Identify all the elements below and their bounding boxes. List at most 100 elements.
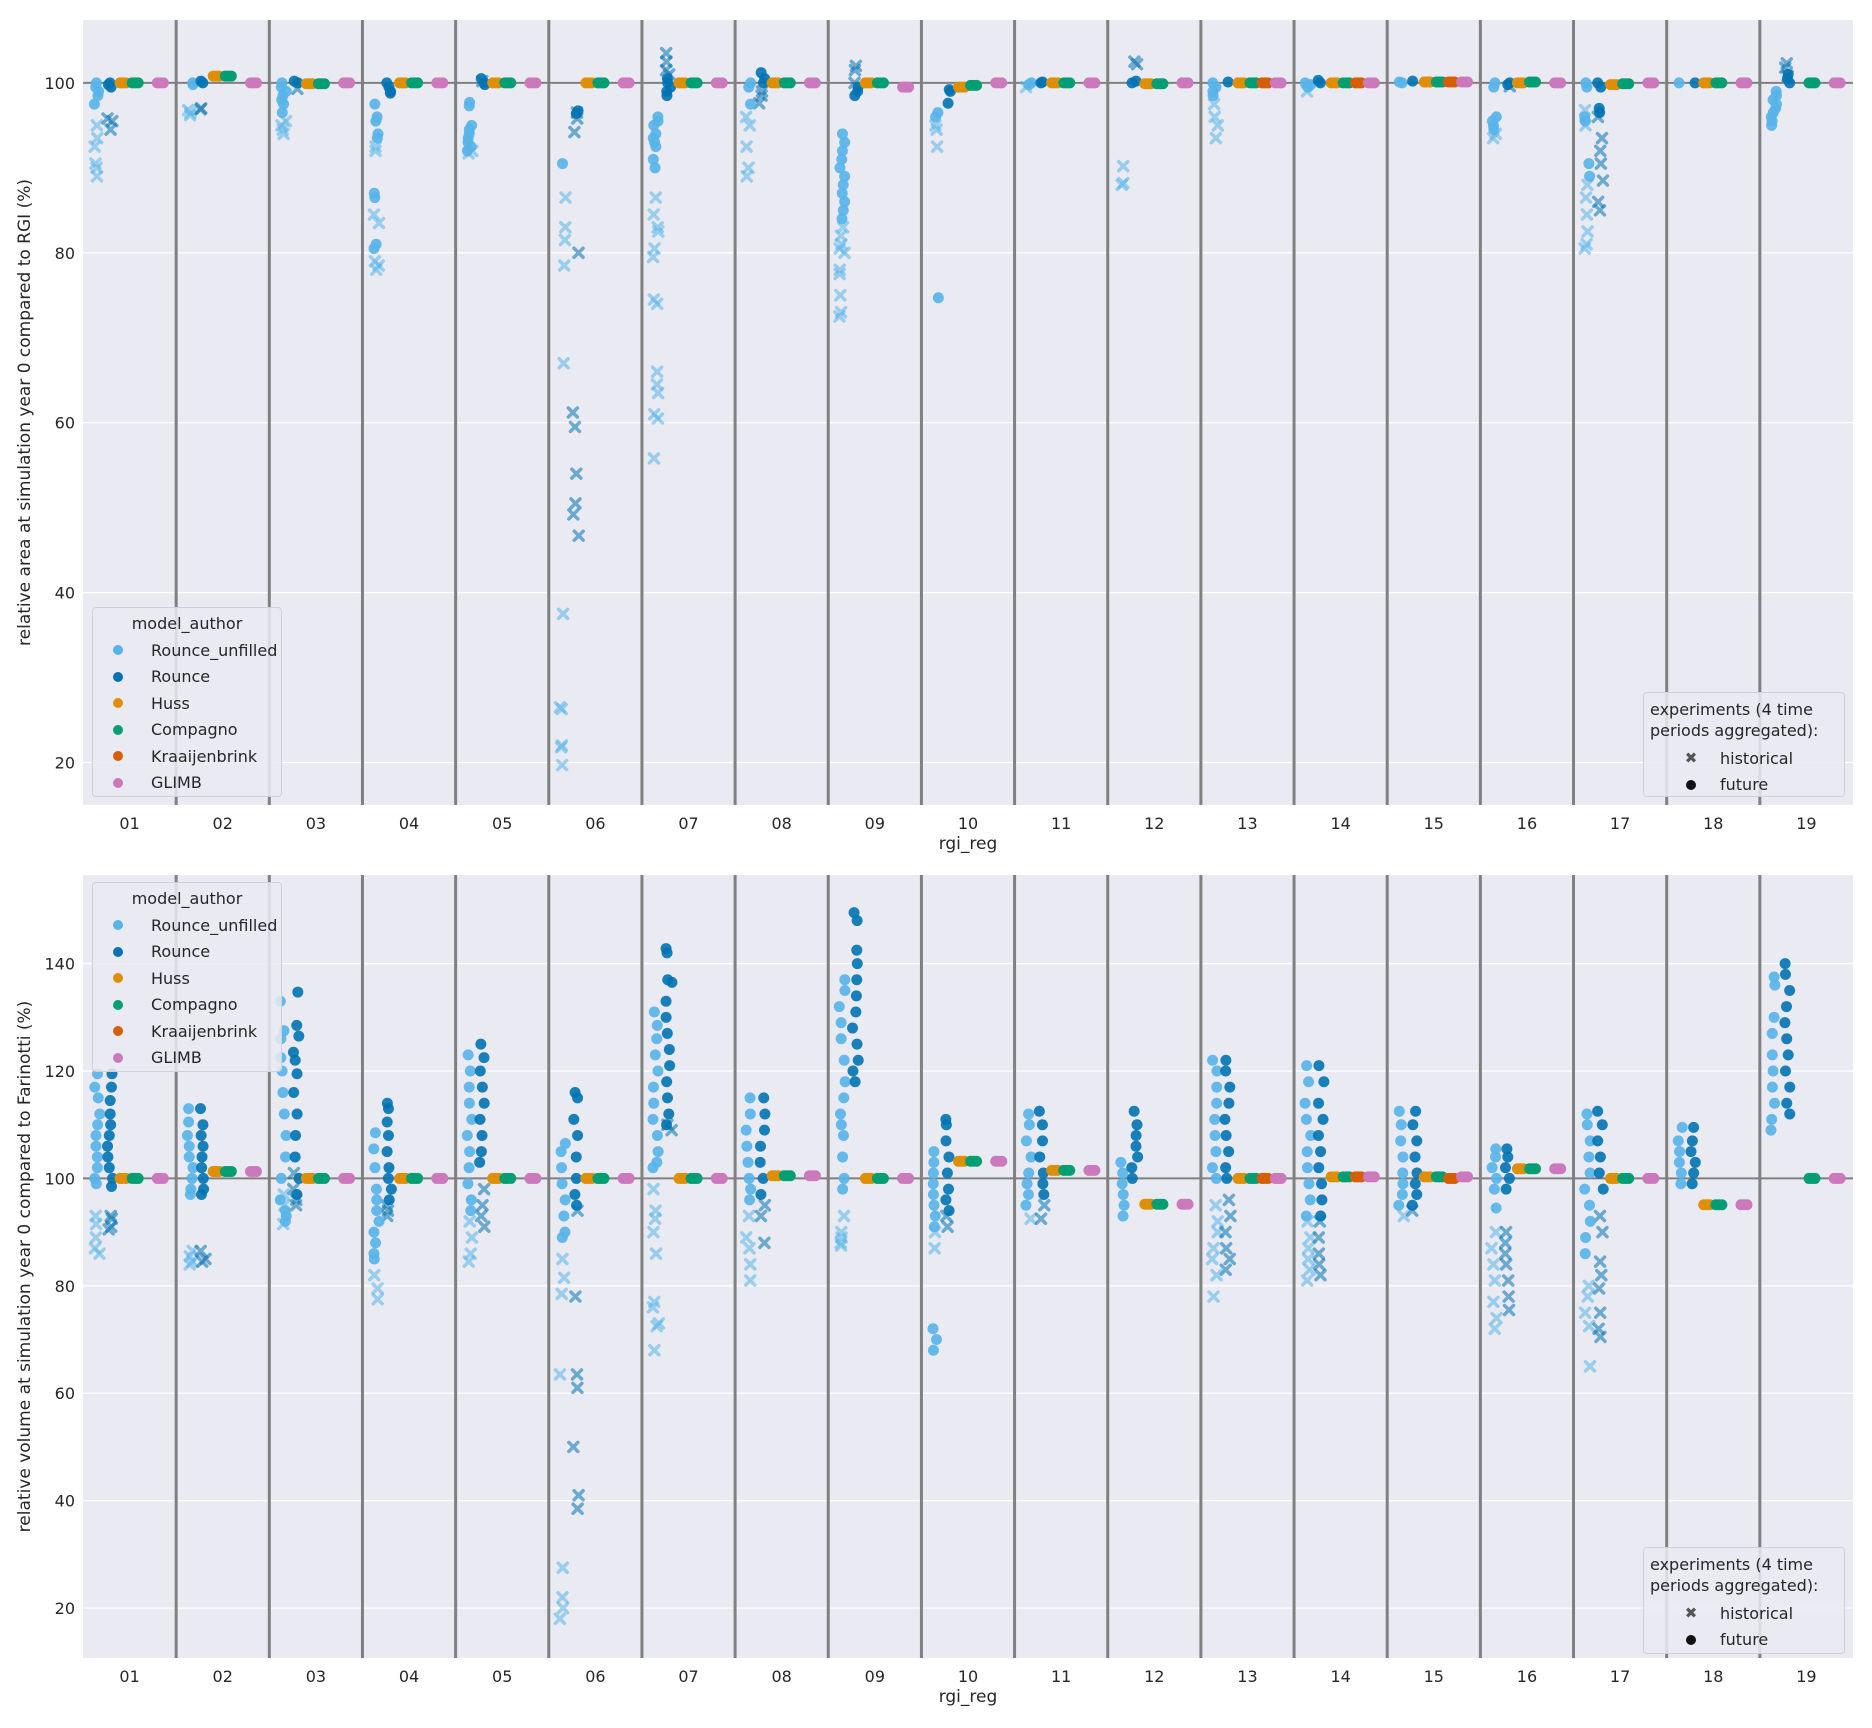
- x-tick-label: 05: [492, 1667, 512, 1686]
- point-rounce-future: [1033, 1105, 1045, 1117]
- x-marker-icon: ✖: [1684, 749, 1698, 768]
- point-rounce-unfilled-historical: [462, 1255, 475, 1268]
- point-rounce-future: [758, 1124, 770, 1136]
- point-rounce-unfilled-historical: [838, 246, 851, 260]
- point-glimb: [157, 1172, 169, 1184]
- legend-entry-glimb: GLIMB: [93, 770, 281, 797]
- point-rounce-unfilled-historical: [89, 1231, 103, 1244]
- point-rounce-unfilled-future: [1117, 1210, 1129, 1222]
- point-rounce-future: [1409, 1151, 1421, 1163]
- legend-label: Compagno: [151, 995, 238, 1015]
- point-rounce-future: [1222, 76, 1234, 88]
- point-rounce-unfilled-historical: [1578, 242, 1591, 255]
- point-rounce-unfilled-future: [463, 1097, 475, 1109]
- point-rounce-historical: [1034, 1212, 1048, 1225]
- point-rounce-unfilled-historical: [833, 310, 846, 323]
- point-rounce-unfilled-future: [1211, 1097, 1223, 1109]
- point-rounce-unfilled-future: [1581, 1108, 1593, 1120]
- point-rounce-unfilled-future: [1025, 1151, 1037, 1163]
- point-rounce-unfilled-future: [1584, 1167, 1596, 1179]
- point-rounce-unfilled-historical: [1301, 1252, 1315, 1266]
- point-rounce-unfilled-future: [1676, 1121, 1688, 1133]
- point-rounce-unfilled-future: [1302, 81, 1314, 93]
- point-rounce-unfilled-future: [1393, 1199, 1405, 1211]
- point-rounce-unfilled-future: [927, 1167, 939, 1179]
- point-rounce-unfilled-historical: [555, 702, 568, 716]
- point-rounce-unfilled-future: [368, 1226, 380, 1238]
- x-tick-label: 11: [1051, 814, 1071, 833]
- point-rounce-unfilled-future: [1581, 1119, 1593, 1131]
- point-rounce-unfilled-future: [369, 1127, 381, 1139]
- point-rounce-unfilled-future: [370, 1237, 382, 1249]
- point-rounce-unfilled-future: [1488, 124, 1500, 136]
- point-rounce-unfilled-future: [1395, 1135, 1407, 1147]
- point-rounce-unfilled-future: [370, 115, 382, 127]
- point-rounce-future: [289, 1054, 301, 1066]
- x-axis-label: rgi_reg: [939, 834, 998, 854]
- point-rounce-unfilled-historical: [740, 170, 753, 183]
- point-rounce-historical: [1499, 1236, 1512, 1250]
- point-rounce-future: [291, 1189, 303, 1201]
- point-comp: [784, 1170, 796, 1182]
- point-rounce-future: [197, 1119, 209, 1131]
- point-rounce-unfilled-historical: [1581, 225, 1594, 238]
- point-rounce-future: [1688, 1121, 1700, 1133]
- marker-icon: [113, 946, 123, 957]
- point-rounce-future: [383, 1162, 395, 1174]
- point-rounce-historical: [1312, 1247, 1326, 1260]
- point-rounce-unfilled-future: [1209, 1129, 1221, 1141]
- point-rounce-unfilled-future: [1581, 81, 1593, 93]
- point-rounce-unfilled-future: [278, 1108, 290, 1120]
- point-rounce-unfilled-future: [556, 1232, 568, 1243]
- point-rounce-future: [1131, 1119, 1143, 1131]
- point-rounce-future: [1502, 79, 1514, 91]
- point-comp: [971, 79, 983, 91]
- point-rounce-future: [1315, 1210, 1327, 1222]
- point-rounce-unfilled-future: [1396, 77, 1408, 89]
- point-rounce-unfilled-historical: [651, 412, 665, 425]
- x-tick-label: 02: [213, 814, 233, 833]
- point-rounce-unfilled-future: [183, 1151, 195, 1163]
- point-rounce-unfilled-future: [927, 1178, 939, 1190]
- point-rounce-future: [1313, 1060, 1325, 1072]
- point-rounce-unfilled-future: [555, 1146, 567, 1158]
- point-rounce-future: [1220, 1162, 1232, 1174]
- point-rounce-historical: [1219, 1225, 1232, 1239]
- point-rounce-unfilled-historical: [928, 1241, 941, 1255]
- point-rounce-unfilled-future: [651, 1129, 663, 1141]
- point-rounce-future: [664, 1060, 676, 1072]
- point-rounce-unfilled-future: [839, 984, 851, 996]
- point-rounce-unfilled-future: [275, 1172, 287, 1184]
- point-rounce-unfilled-future: [1673, 1156, 1685, 1168]
- point-rounce-future: [1132, 1151, 1144, 1163]
- point-rounce-unfilled-future: [930, 111, 942, 123]
- point-rounce-historical: [1312, 1258, 1326, 1271]
- subplot-2: 20 40 60 80 100 120 140 01 02 03 04 05 06 07 08 09 10 11 1…: [15, 875, 1853, 1707]
- point-rounce-future: [1779, 958, 1791, 970]
- point-comp: [877, 77, 889, 89]
- point-rounce-historical: [1593, 204, 1607, 217]
- point-rounce-unfilled-future: [837, 1183, 849, 1195]
- point-rounce-historical: [474, 1209, 488, 1223]
- point-rounce-unfilled-future: [1767, 1065, 1779, 1077]
- legend-entry-huss: Huss: [93, 965, 281, 992]
- point-rounce-unfilled-future: [836, 145, 848, 157]
- point-rounce-future: [1130, 1140, 1142, 1152]
- point-rounce-future: [851, 915, 863, 927]
- point-glimb: [1834, 77, 1846, 89]
- point-rounce-unfilled-future: [1396, 1189, 1408, 1201]
- point-rounce-unfilled-historical: [1489, 1225, 1503, 1239]
- point-rounce-historical: [1596, 1225, 1609, 1239]
- point-rounce-unfilled-future: [463, 1081, 475, 1093]
- legend-label: Rounce_unfilled: [151, 915, 278, 935]
- point-rounce-unfilled-future: [368, 1253, 380, 1265]
- legend-entry-historical: ✖ historical: [1644, 745, 1844, 772]
- x-tick-label: 18: [1703, 1667, 1723, 1686]
- point-rounce-unfilled-future: [927, 1323, 939, 1335]
- point-rounce-future: [476, 1129, 488, 1141]
- point-rounce-unfilled-historical: [554, 740, 568, 754]
- point-rounce-unfilled-future: [649, 1049, 661, 1061]
- point-rounce-unfilled-future: [1303, 1076, 1315, 1088]
- point-rounce-historical: [572, 529, 585, 542]
- x-tick-label: 13: [1237, 814, 1257, 833]
